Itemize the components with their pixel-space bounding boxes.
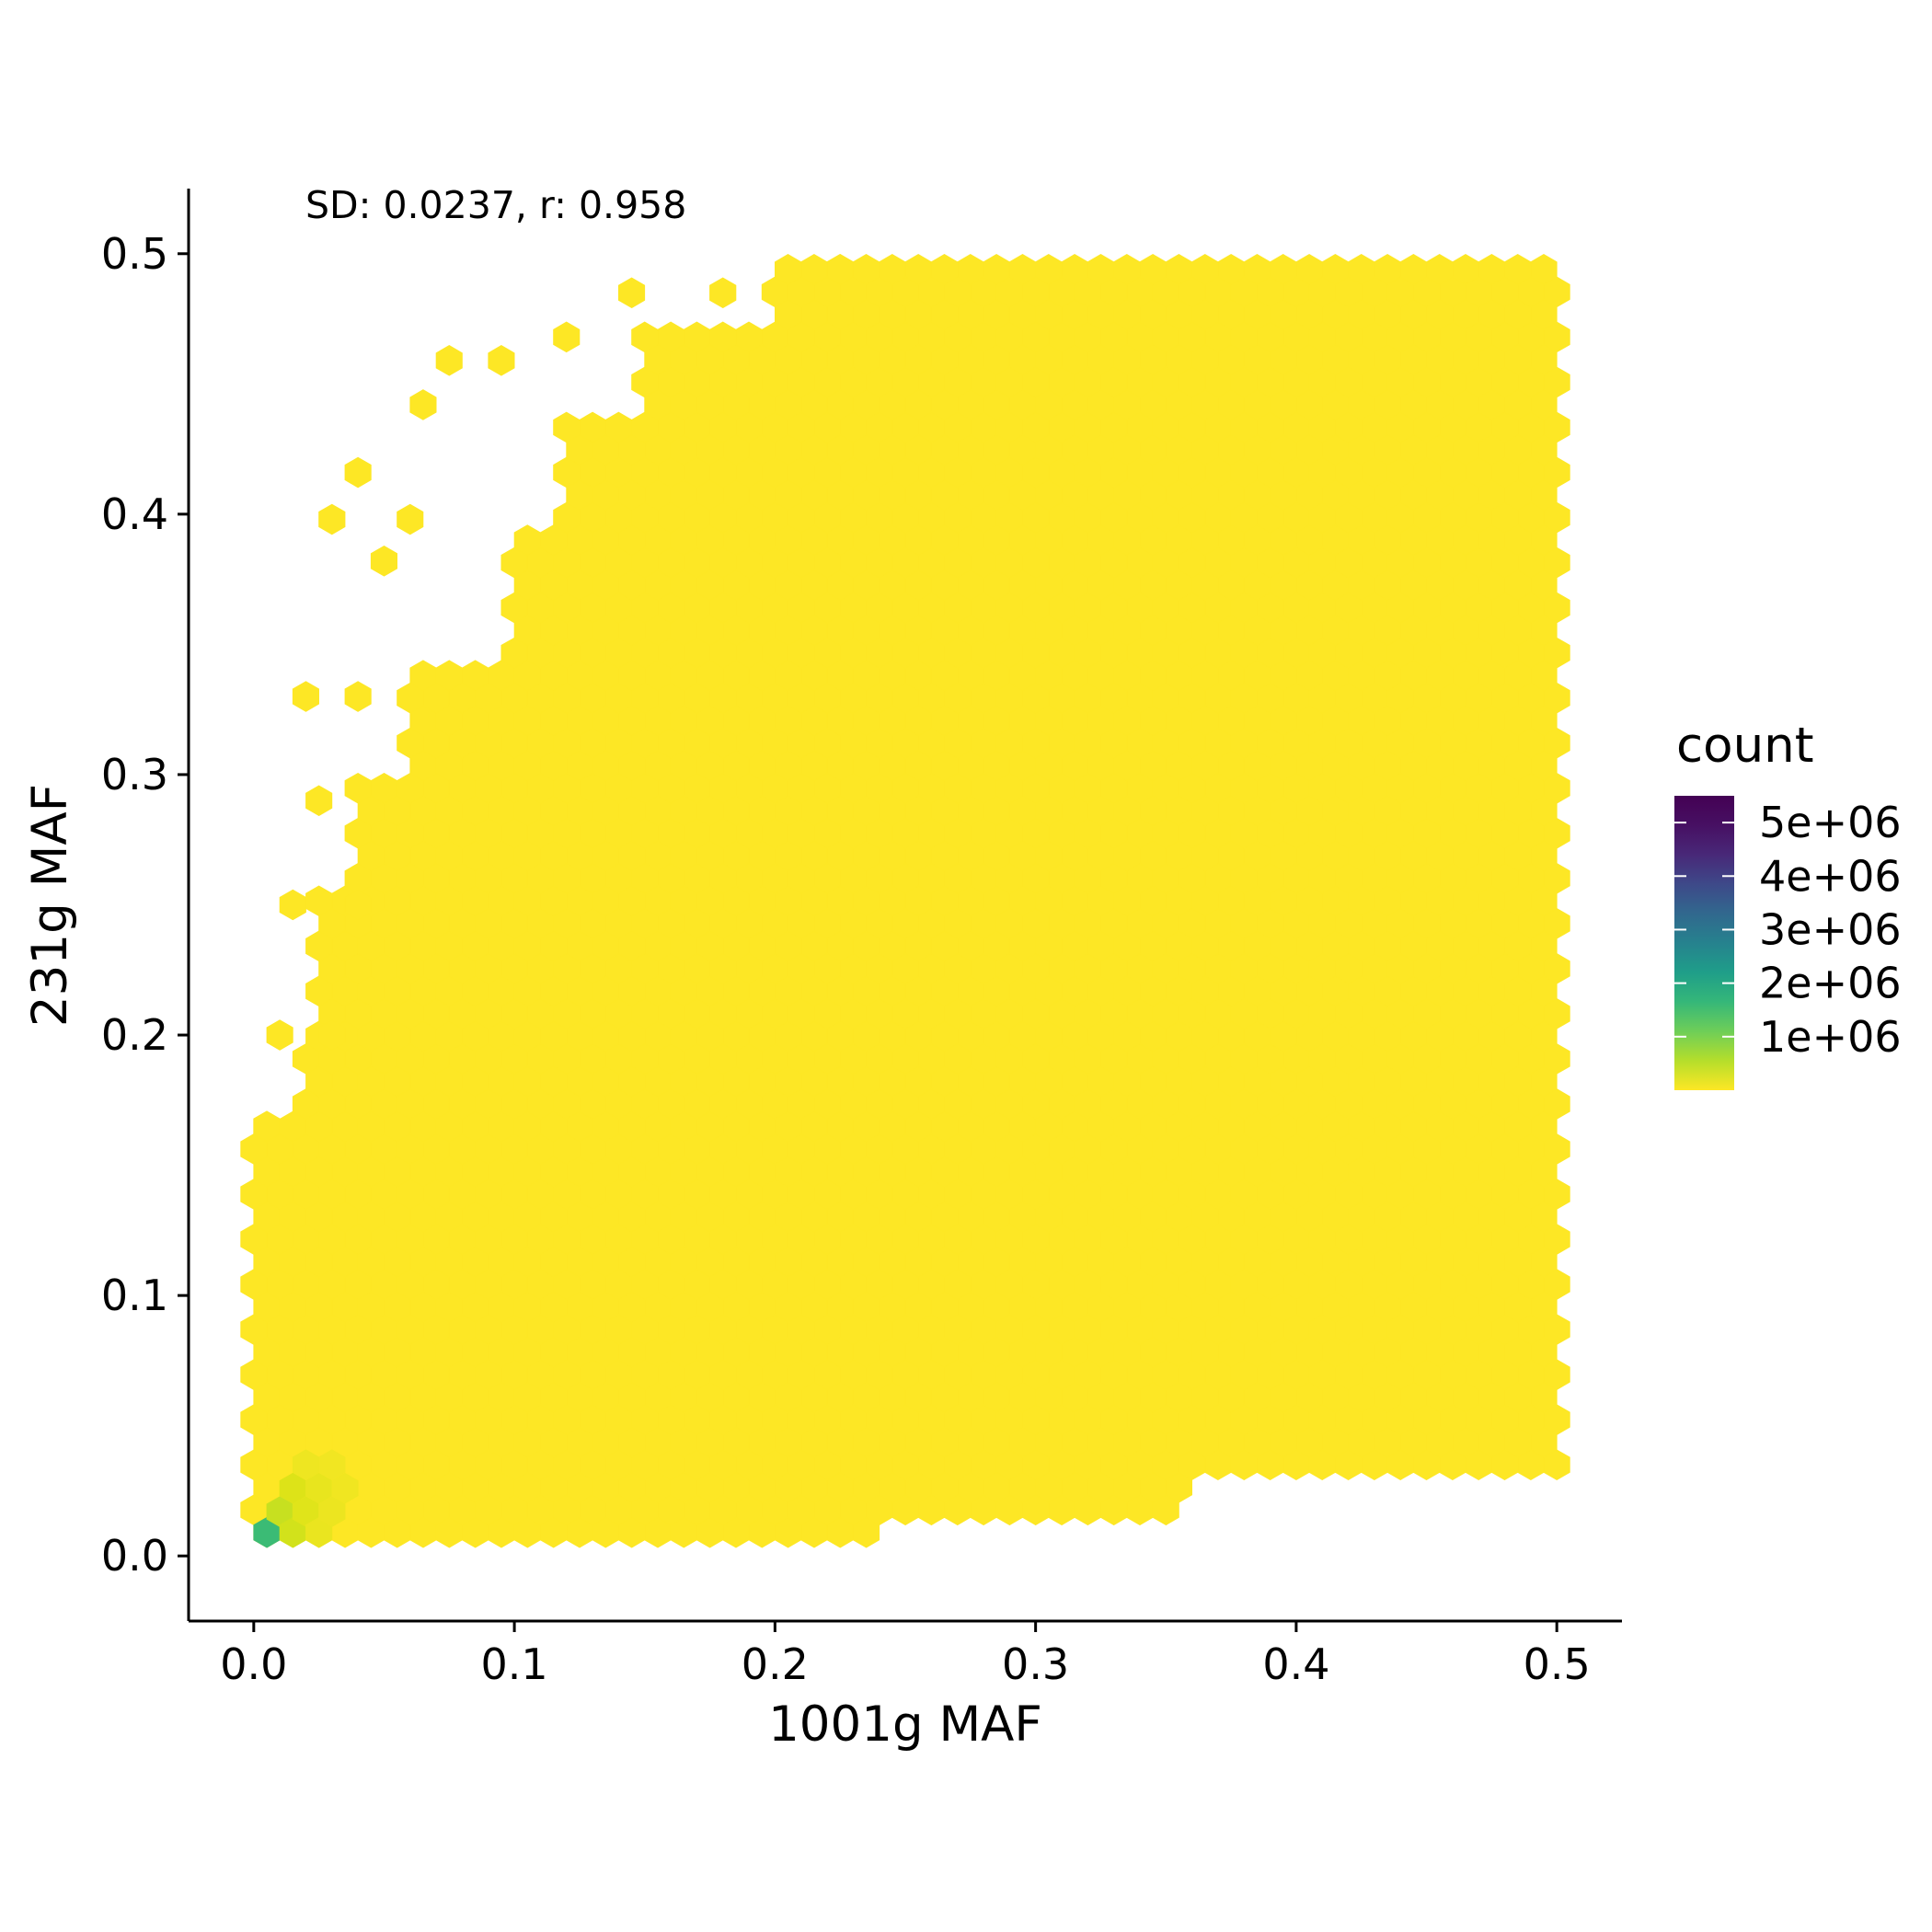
hexbin-cell <box>266 1019 293 1051</box>
hexbin-cell <box>292 681 319 712</box>
x-tick-label: 0.1 <box>481 1639 548 1689</box>
y-ticks: 0.0 0.1 0.2 0.3 0.4 0.5 <box>101 229 189 1581</box>
legend-tick-label: 3e+06 <box>1759 904 1902 954</box>
hexbin-cell <box>1530 254 1558 285</box>
x-tick-label: 0.0 <box>220 1639 287 1689</box>
hexbin-cell <box>435 345 463 376</box>
x-tick-label: 0.3 <box>1002 1639 1069 1689</box>
y-axis-title: 231g MAF <box>22 784 78 1027</box>
hexbin-cell <box>253 1110 281 1142</box>
hexbin-cell <box>709 277 737 309</box>
y-tick-label: 0.0 <box>101 1531 168 1581</box>
y-tick-label: 0.3 <box>101 750 168 799</box>
hexbin-cell <box>488 345 515 376</box>
legend-colorbar <box>1674 796 1734 1090</box>
hexbin-cell <box>826 253 854 285</box>
hexbin-cell <box>279 889 306 921</box>
hexbin-cell <box>344 889 372 921</box>
y-tick-label: 0.2 <box>101 1010 168 1060</box>
x-ticks: 0.0 0.1 0.2 0.3 0.4 0.5 <box>220 1621 1591 1689</box>
hexbin-cell <box>318 503 346 535</box>
hexbin-cell <box>409 389 437 420</box>
legend-tick-label: 2e+06 <box>1759 959 1902 1008</box>
hexbin-cell <box>553 321 581 353</box>
x-axis-title: 1001g MAF <box>768 1696 1042 1753</box>
hexbin-layer <box>240 253 1570 1548</box>
x-tick-label: 0.2 <box>742 1639 809 1689</box>
hexbin-cell <box>344 456 372 489</box>
axes <box>187 189 1622 1623</box>
hexbin-cell <box>618 277 646 309</box>
hexbin-cell <box>305 785 333 817</box>
y-tick-label: 0.4 <box>101 489 168 539</box>
legend-tick-label: 4e+06 <box>1759 851 1902 901</box>
hexbin-cell-high-count <box>318 1496 346 1527</box>
hexbin-cell <box>397 503 424 535</box>
y-tick-label: 0.5 <box>101 229 168 279</box>
legend-tick-label: 1e+06 <box>1759 1012 1902 1062</box>
hexbin-cell-high-count <box>331 1472 359 1504</box>
hexbin-cell <box>318 1019 346 1051</box>
y-tick-label: 0.1 <box>101 1271 168 1320</box>
legend-tick-label: 5e+06 <box>1759 798 1902 847</box>
x-tick-label: 0.4 <box>1262 1639 1329 1689</box>
hexbin-cell-high-count <box>292 1449 319 1480</box>
stats-annotation: SD: 0.0237, r: 0.958 <box>305 183 686 227</box>
hexbin-cell <box>370 546 397 577</box>
x-tick-label: 0.5 <box>1524 1639 1591 1689</box>
legend-title: count <box>1676 718 1814 774</box>
hexbin-cell <box>344 681 372 712</box>
